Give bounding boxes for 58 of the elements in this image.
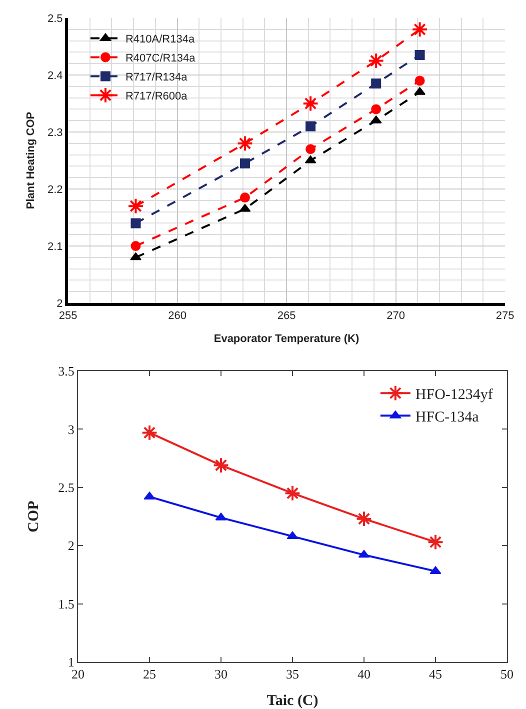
legend-label: HFO-1234yf bbox=[415, 386, 493, 403]
point bbox=[306, 121, 316, 132]
y-tick-label: 1.5 bbox=[58, 596, 74, 612]
point bbox=[371, 104, 382, 114]
point bbox=[236, 135, 254, 152]
y-tick-label: 2.5 bbox=[48, 12, 63, 25]
legend-label: R410A/R134a bbox=[125, 33, 196, 46]
x-tick-label: 275 bbox=[496, 310, 514, 322]
point bbox=[302, 95, 319, 112]
y-tick-label: 2.4 bbox=[48, 70, 63, 82]
point bbox=[414, 76, 425, 86]
point bbox=[412, 21, 428, 38]
legend-label: R717/R600a bbox=[125, 90, 188, 102]
point bbox=[239, 204, 251, 212]
y-axis-title: Plant Heating COP bbox=[25, 112, 37, 210]
point bbox=[414, 50, 425, 60]
point bbox=[130, 218, 141, 228]
point bbox=[212, 457, 230, 474]
x-tick-label: 20 bbox=[72, 666, 84, 682]
x-tick-label: 50 bbox=[500, 666, 514, 682]
x-tick-label: 260 bbox=[168, 310, 186, 322]
point bbox=[368, 52, 384, 69]
x-tick-label: 265 bbox=[277, 310, 296, 322]
y-axis-title: COP bbox=[26, 500, 42, 532]
point bbox=[371, 78, 382, 89]
x-tick-label: 30 bbox=[214, 666, 228, 682]
legend-label: R407C/R134a bbox=[125, 52, 196, 64]
x-tick-label: 45 bbox=[429, 666, 442, 682]
y-tick-label: 2.1 bbox=[48, 240, 63, 253]
x-axis-title: Taic (C) bbox=[266, 693, 318, 709]
point bbox=[130, 252, 142, 260]
y-tick-label: 2.2 bbox=[48, 184, 63, 196]
y-tick-label: 2.5 bbox=[58, 480, 74, 495]
x-axis-title: Evaporator Temperature (K) bbox=[214, 333, 360, 345]
x-tick-label: 40 bbox=[358, 666, 370, 682]
legend-label: HFC-134a bbox=[415, 409, 480, 426]
point bbox=[128, 198, 144, 214]
y-tick-label: 3.5 bbox=[58, 364, 74, 379]
point bbox=[240, 158, 250, 168]
point bbox=[306, 144, 316, 154]
point bbox=[284, 485, 301, 502]
legend-label: R717/R134a bbox=[125, 71, 188, 84]
point bbox=[130, 241, 141, 251]
x-tick-label: 270 bbox=[386, 310, 405, 322]
point bbox=[358, 550, 370, 558]
x-tick-label: 25 bbox=[143, 666, 156, 682]
y-tick-label: 2 bbox=[56, 298, 63, 310]
x-tick-label: 255 bbox=[58, 310, 78, 322]
y-tick-label: 3 bbox=[68, 422, 74, 437]
x-tick-label: 35 bbox=[286, 666, 299, 682]
point bbox=[427, 534, 444, 550]
point bbox=[286, 531, 298, 540]
y-tick-label: 2 bbox=[68, 538, 74, 554]
y-tick-label: 1 bbox=[68, 654, 74, 670]
point bbox=[141, 424, 158, 441]
y-tick-label: 2.3 bbox=[48, 126, 63, 139]
point bbox=[356, 510, 372, 528]
point bbox=[240, 192, 250, 203]
